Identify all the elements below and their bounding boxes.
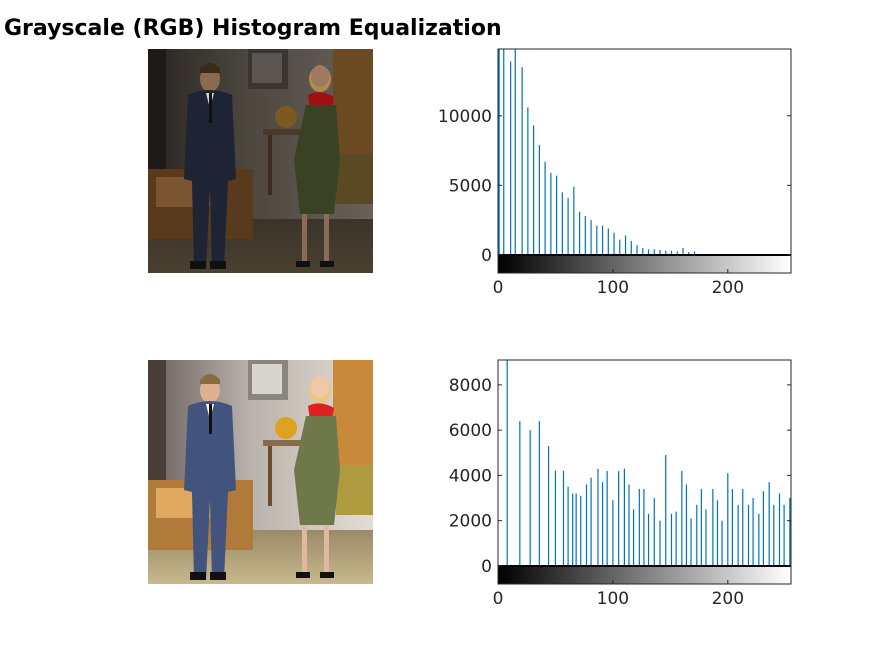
grayscale-colorbar	[498, 566, 791, 584]
x-tick-label: 100	[597, 589, 629, 609]
histogram-equalized: 0 2000 4000 6000 8000 0 100 200	[449, 359, 792, 609]
y-tick-label: 0	[481, 246, 492, 266]
photo-bright-render	[148, 360, 373, 584]
x-tick-label: 0	[493, 278, 504, 298]
figure-title: Grayscale (RGB) Histogram Equalization	[4, 16, 502, 41]
y-tick-label: 5000	[449, 176, 492, 196]
histogram-original: 0 5000 10000 0 100 200	[438, 48, 792, 298]
y-tick-label: 4000	[449, 466, 492, 486]
histogram-bars	[498, 49, 701, 255]
x-tick-label: 0	[493, 589, 504, 609]
y-tick-label: 2000	[449, 512, 492, 532]
photo-dark-render	[148, 49, 373, 273]
y-tick-label: 8000	[449, 376, 492, 396]
x-tick-label: 100	[597, 278, 629, 298]
histogram-bars	[506, 360, 791, 566]
x-tick-label: 200	[712, 278, 744, 298]
axes-background	[498, 49, 791, 273]
y-tick-label: 6000	[449, 421, 492, 441]
y-tick-label: 0	[481, 557, 492, 577]
grayscale-colorbar	[498, 255, 791, 273]
x-tick-label: 200	[712, 589, 744, 609]
original-photo	[148, 49, 373, 273]
equalized-photo	[148, 360, 373, 584]
y-tick-label: 10000	[438, 107, 492, 127]
axes-frame	[497, 48, 792, 274]
axes-frame	[497, 359, 792, 585]
